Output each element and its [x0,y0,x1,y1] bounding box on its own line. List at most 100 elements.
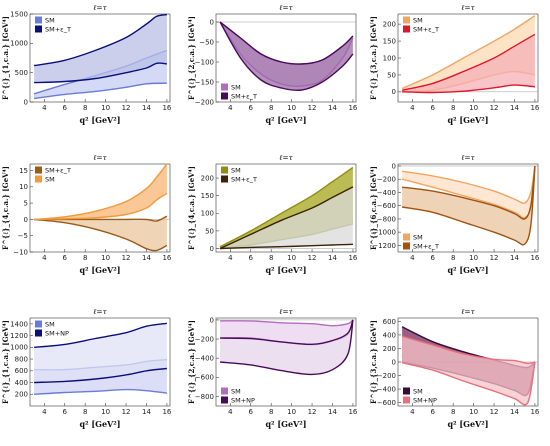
legend-swatch [403,387,410,395]
y-tick-label: 1500 [10,10,28,18]
legend-swatch [35,166,42,174]
x-tick-label: 4 [410,408,415,416]
chart-title: ℓ=τ [279,3,293,12]
x-tick-label: 8 [83,104,87,112]
chart-title: ℓ=τ [93,307,107,316]
y-tick-label: 50 [387,71,396,79]
x-tick-label: 4 [228,254,233,262]
band-lower-line-2 [402,84,535,94]
plot-frame [397,163,539,253]
x-tick-label: 14 [142,254,151,262]
y-tick-label: −800 [377,215,396,223]
chart-panel-8: 4 6 8 10 12 14 16 −800 −600 −400 −200 0 ℓ=τ q² [GeV²]… [187,307,358,429]
y-tick-label: −150 [195,78,214,86]
band-2 [220,319,353,375]
y-tick-label: −10 [13,248,28,256]
y-tick-label: −200 [195,335,214,343]
band-2 [34,323,167,383]
x-tick-label: 16 [530,254,539,262]
x-axis-label: q² [GeV²] [79,265,120,275]
chart-panel-9: 4 6 8 10 12 14 16 −600 −400 −200 0 200 400 600 ℓ=τ q² [… [369,307,540,429]
y-tick-label: 1000 [10,344,28,352]
y-axis-label: F^{ℓ}_{4,c.a.} [GeV⁴] [1,166,10,250]
y-tick-label: 200 [15,391,28,399]
legend-label: SM [413,16,423,24]
x-tick-label: 16 [348,408,357,416]
band-2 [402,34,535,93]
y-axis-label: F^{ℓ}_{2,c.a.} [GeV⁴] [187,16,196,100]
x-tick-label: 4 [42,408,47,416]
y-tick-label: −600 [195,374,214,382]
x-axis-label: q² [GeV²] [265,115,306,125]
legend-swatch [221,396,228,404]
x-tick-label: 10 [469,254,478,262]
chart-title: ℓ=τ [93,153,107,162]
band-upper-line-1 [219,166,354,248]
x-tick-label: 6 [249,104,254,112]
chart-title: ℓ=τ [461,3,475,12]
band-2 [34,164,167,220]
x-tick-label: 16 [530,104,539,112]
y-tick-label: 0 [210,245,214,253]
band-upper-line-2 [34,322,168,348]
x-tick-label: 10 [287,408,296,416]
legend-swatch [35,25,42,33]
legend-swatch [403,233,410,241]
y-tick-label: 5 [24,200,28,208]
y-tick-label: 0 [24,98,28,106]
x-axis-label: q² [GeV²] [79,115,120,125]
plot-frame [29,317,171,407]
x-tick-label: 8 [451,254,455,262]
band-2 [220,186,353,249]
y-axis-label: F^{ℓ}_{4,c.a.} [GeV⁴] [187,166,196,250]
x-tick-label: 10 [101,408,110,416]
legend-label: SM+ε_T [413,25,439,33]
legend-swatch [221,175,228,183]
band-lower-line-2 [34,367,167,384]
x-tick-label: 14 [328,408,337,416]
chart-title: ℓ=τ [93,3,107,12]
x-tick-label: 10 [101,104,110,112]
y-tick-label: 800 [15,355,28,363]
y-tick-label: −600 [377,399,396,407]
band-lower-line-1 [34,82,167,100]
y-tick-label: −1000 [372,229,396,237]
band-upper-line-2 [220,319,354,346]
x-tick-label: 16 [530,408,539,416]
legend-label: SM+NP [45,329,69,337]
x-tick-label: 8 [269,104,273,112]
chart-panel-2: 4 6 8 10 12 14 16 −200 −150 −100 −50 0 ℓ=τ q² [GeV²] F… [187,3,358,125]
x-tick-label: 8 [269,254,273,262]
x-tick-label: 16 [162,254,171,262]
band-upper-line-2 [219,186,354,250]
y-axis-label: F^{ℓ}_{1,c.a.} [GeV⁴] [1,16,10,100]
band-lower-line-2 [219,21,354,92]
x-tick-label: 14 [328,104,337,112]
y-tick-label: 150 [201,192,214,200]
band-lower-line-2 [34,62,167,84]
legend-swatch [221,166,228,174]
y-tick-label: −400 [195,355,214,363]
band-lower-line-2 [34,192,168,221]
x-axis-label: q² [GeV²] [447,115,488,125]
x-tick-label: 6 [431,104,436,112]
y-tick-label: 0 [392,358,396,366]
y-tick-label: 1200 [10,332,28,340]
x-tick-label: 16 [162,408,171,416]
y-tick-label: 500 [15,69,28,77]
y-tick-label: 0 [392,88,396,96]
band-lower-line-2 [220,243,353,250]
band-upper-line-1 [401,15,536,90]
x-tick-label: 16 [162,104,171,112]
legend-label: SM [231,83,241,91]
legend-swatch [403,242,410,250]
legend-swatch [221,83,228,91]
chart-title: ℓ=τ [461,307,475,316]
x-tick-label: 14 [510,104,519,112]
legend-label: SM+ε_T [231,92,257,100]
chart-panel-5: 4 6 8 10 12 14 16 0 50 100 150 200 ℓ=τ q² [GeV²] F^{ℓ}… [187,153,358,275]
x-tick-label: 8 [83,408,87,416]
legend-swatch [35,329,42,337]
band-upper-line-2 [401,33,536,91]
band-upper-line-2 [34,163,168,221]
